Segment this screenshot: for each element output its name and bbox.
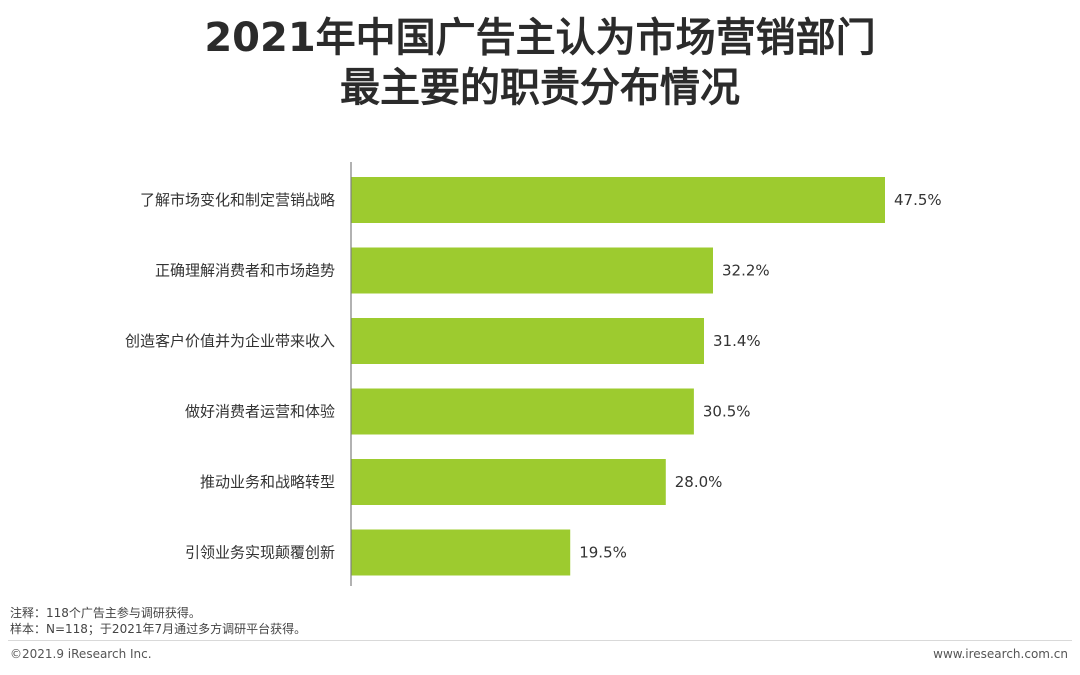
value-label: 32.2% bbox=[722, 262, 770, 280]
category-label: 推动业务和战略转型 bbox=[200, 473, 335, 491]
website-link[interactable]: www.iresearch.com.cn bbox=[933, 647, 1068, 661]
bar bbox=[351, 247, 713, 294]
chart-note: 注释：118个广告主参与调研获得。 bbox=[10, 606, 201, 620]
value-label: 47.5% bbox=[894, 191, 942, 209]
bar bbox=[351, 529, 571, 576]
bar-chart: 了解市场变化和制定营销战略 47.5% 正确理解消费者和市场趋势 32.2% 创造客户价… bbox=[125, 162, 942, 586]
category-label: 正确理解消费者和市场趋势 bbox=[155, 262, 335, 280]
copyright-text: ©2021.9 iResearch Inc. bbox=[10, 647, 152, 661]
chart-title-line-2: 最主要的职责分布情况 bbox=[340, 65, 740, 111]
category-label: 做好消费者运营和体验 bbox=[185, 403, 335, 421]
value-label: 19.5% bbox=[579, 544, 627, 562]
category-label: 引领业务实现颠覆创新 bbox=[185, 544, 335, 562]
category-label: 了解市场变化和制定营销战略 bbox=[140, 191, 335, 209]
value-label: 31.4% bbox=[713, 332, 761, 350]
footer-divider bbox=[8, 640, 1072, 641]
chart-sample-note: 样本：N=118；于2021年7月通过多方调研平台获得。 bbox=[10, 622, 307, 636]
bar bbox=[351, 318, 705, 364]
bar bbox=[351, 177, 885, 223]
bar bbox=[351, 459, 666, 505]
bar bbox=[351, 388, 694, 435]
value-label: 28.0% bbox=[675, 473, 723, 491]
value-label: 30.5% bbox=[703, 403, 751, 421]
chart-title-line-1: 2021年中国广告主认为市场营销部门 bbox=[204, 15, 876, 61]
category-label: 创造客户价值并为企业带来收入 bbox=[125, 332, 335, 350]
